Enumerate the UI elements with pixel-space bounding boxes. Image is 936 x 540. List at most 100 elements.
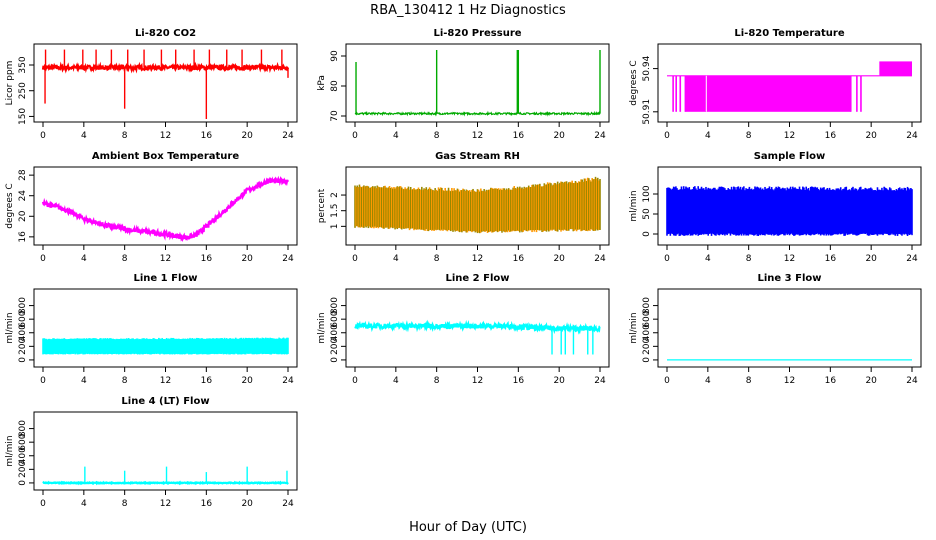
low-level-block	[685, 75, 851, 112]
panel-pressure: Li-820 Pressure kPa 0 4 8 12 16 20 24 70 80 90	[317, 28, 610, 141]
x-tick-label: 8	[746, 131, 752, 141]
x-tick-label: 8	[434, 131, 440, 141]
y-tick-label: 600	[642, 310, 652, 327]
x-tick-label: 20	[553, 254, 565, 264]
y-tick-label: 50	[642, 208, 652, 220]
y-tick-label: 400	[18, 324, 28, 341]
panel-title: Li-820 Pressure	[433, 28, 521, 39]
panel-line3: Line 3 Flow ml/min 0 4 8 12 16 20 24 0 20040060080…	[629, 273, 922, 386]
x-tick-label: 8	[122, 376, 128, 386]
series-line	[354, 110, 601, 117]
y-tick-label: 400	[330, 324, 340, 341]
y-axis-label: kPa	[317, 75, 327, 91]
y-tick-label: 70	[330, 110, 340, 122]
plot-area	[41, 49, 290, 119]
x-tick-label: 20	[865, 376, 877, 386]
x-tick-label: 8	[746, 254, 752, 264]
x-tick-label: 16	[201, 376, 213, 386]
panel-title: Li-820 CO2	[135, 28, 196, 39]
x-tick-label: 12	[160, 131, 171, 141]
y-tick-label: 90	[330, 50, 340, 62]
x-tick-label: 24	[906, 131, 918, 141]
x-tick-label: 0	[40, 499, 46, 509]
x-tick-label: 20	[865, 254, 877, 264]
x-tick-label: 8	[746, 376, 752, 386]
y-axis-label: ml/min	[629, 190, 639, 221]
x-tick-label: 24	[282, 254, 294, 264]
x-tick-label: 8	[122, 131, 128, 141]
x-tick-label: 0	[664, 376, 670, 386]
y-axis-label: ml/min	[317, 312, 327, 343]
gap-line	[705, 75, 707, 112]
y-tick-label: 0	[642, 357, 652, 363]
x-tick-label: 16	[825, 131, 837, 141]
y-tick-label: 400	[18, 447, 28, 464]
y-tick-label: 800	[642, 297, 652, 314]
x-tick-label: 8	[122, 254, 128, 264]
x-tick-label: 20	[241, 131, 253, 141]
upper-level-block	[879, 61, 912, 76]
y-tick-label: 0	[330, 357, 340, 363]
x-tick-label: 4	[81, 131, 87, 141]
panel-title: Line 1 Flow	[134, 273, 198, 284]
x-tick-label: 4	[705, 131, 711, 141]
x-tick-label: 0	[352, 254, 358, 264]
x-tick-label: 0	[664, 131, 670, 141]
y-tick-label: 16	[18, 231, 28, 243]
x-tick-label: 4	[705, 254, 711, 264]
series-line	[42, 480, 289, 486]
x-tick-label: 12	[472, 376, 483, 386]
y-tick-label: 20	[18, 210, 28, 222]
y-tick-label: 200	[642, 337, 652, 354]
y-tick-label: 600	[330, 310, 340, 327]
x-tick-label: 4	[81, 254, 87, 264]
y-axis-label: degrees C	[629, 60, 639, 105]
x-tick-label: 20	[865, 131, 877, 141]
figure-xlabel: Hour of Day (UTC)	[409, 520, 527, 535]
panel-frame	[33, 288, 298, 368]
x-tick-label: 12	[784, 254, 795, 264]
panel-co2: Li-820 CO2 Licor ppm 0 4 8 12 16 20 24 150 250 350	[5, 28, 298, 141]
x-tick-label: 24	[282, 376, 294, 386]
y-tick-label: 50.94	[642, 55, 652, 81]
x-tick-label: 16	[513, 376, 525, 386]
plot-area	[354, 176, 601, 234]
panel-sample: Sample Flow ml/min 0 4 8 12 16 20 24 0 50 100	[629, 151, 922, 264]
y-tick-label: 80	[330, 80, 340, 92]
x-tick-label: 24	[594, 254, 606, 264]
series-line	[354, 319, 601, 335]
x-tick-label: 4	[393, 131, 399, 141]
x-tick-label: 4	[393, 254, 399, 264]
x-tick-label: 4	[705, 376, 711, 386]
series-line	[41, 175, 290, 242]
x-tick-label: 0	[40, 376, 46, 386]
y-tick-label: 1.5	[330, 204, 340, 218]
panel-temperature: Li-820 Temperature degrees C 0 4 8 12 16 20 24 50…	[629, 28, 922, 141]
x-tick-label: 8	[122, 499, 128, 509]
x-tick-label: 0	[352, 131, 358, 141]
x-tick-label: 20	[553, 131, 565, 141]
y-tick-label: 800	[18, 420, 28, 437]
y-tick-label: 350	[18, 56, 28, 73]
plot-area	[667, 61, 912, 112]
panel-frame	[33, 43, 298, 123]
y-tick-label: 250	[18, 82, 28, 99]
x-tick-label: 12	[160, 499, 171, 509]
x-tick-label: 16	[201, 254, 213, 264]
plot-area	[666, 186, 913, 236]
y-tick-label: 1	[330, 223, 340, 229]
y-axis-label: ml/min	[629, 312, 639, 343]
x-tick-label: 12	[472, 131, 483, 141]
y-tick-label: 800	[18, 297, 28, 314]
panel-frame	[33, 411, 298, 491]
x-tick-label: 12	[784, 131, 795, 141]
panel-title: Li-820 Temperature	[734, 28, 844, 39]
y-tick-label: 150	[18, 108, 28, 125]
x-tick-label: 12	[160, 254, 171, 264]
y-tick-label: 200	[18, 460, 28, 477]
x-tick-label: 12	[472, 254, 483, 264]
x-tick-label: 24	[906, 376, 918, 386]
x-tick-label: 20	[241, 376, 253, 386]
x-tick-label: 16	[513, 254, 525, 264]
